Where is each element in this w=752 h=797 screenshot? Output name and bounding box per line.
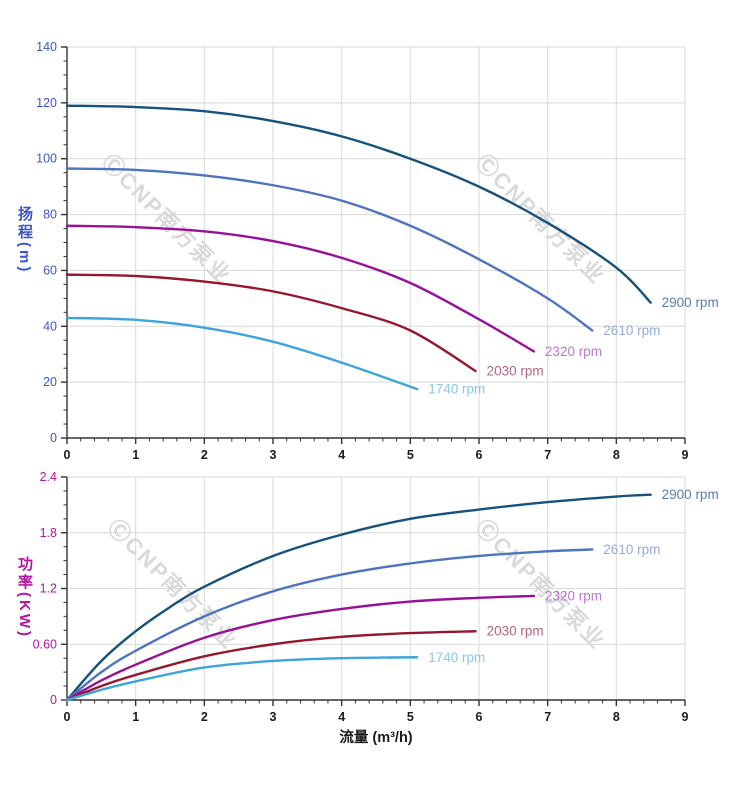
y-tick-label: 120 <box>36 96 57 110</box>
series-label-2900-rpm: 2900 rpm <box>662 487 719 502</box>
curve-1740-rpm <box>65 656 419 702</box>
head-flow-chart: 0 1 2 3 4 5 6 7 8 9 0 20 40 60 80 100 120 140 2900 rpm2610… <box>36 40 719 462</box>
y-tick-label: 80 <box>43 208 57 222</box>
x-tick-label: 9 <box>682 710 689 724</box>
curve-2900-rpm <box>65 104 652 304</box>
x-tick-label: 0 <box>64 710 71 724</box>
x-tick-label: 8 <box>613 448 620 462</box>
series-label-2610-rpm: 2610 rpm <box>603 323 660 338</box>
x-tick-label: 1 <box>132 448 139 462</box>
x-tick-label: 7 <box>544 448 551 462</box>
x-tick-label: 5 <box>407 710 414 724</box>
x-tick-label: 6 <box>476 448 483 462</box>
y-tick-label: 40 <box>43 319 57 333</box>
x-tick-label: 4 <box>338 710 345 724</box>
x-tick-label: 9 <box>682 448 689 462</box>
x-tick-label: 1 <box>132 710 139 724</box>
curve-1740-rpm <box>65 316 419 391</box>
y-tick-label: 1.8 <box>40 526 57 540</box>
series-label-2610-rpm: 2610 rpm <box>603 542 660 557</box>
series-label-1740-rpm: 1740 rpm <box>428 382 485 397</box>
series-label-2320-rpm: 2320 rpm <box>545 588 602 603</box>
x-tick-label: 5 <box>407 448 414 462</box>
flow-axis-title: 流量 (m³/h) <box>339 730 413 746</box>
y-tick-label: 20 <box>43 375 57 389</box>
curve-2610-rpm <box>65 167 594 332</box>
y-tick-label: 0 <box>50 693 57 707</box>
curve-2030-rpm <box>65 630 477 702</box>
x-tick-label: 3 <box>270 710 277 724</box>
y-tick-label: 60 <box>43 263 57 277</box>
x-tick-label: 4 <box>338 448 345 462</box>
curve-2610-rpm <box>65 548 594 702</box>
y-tick-label: 0 <box>50 431 57 445</box>
x-tick-label: 6 <box>476 710 483 724</box>
y-tick-label: 100 <box>36 152 57 166</box>
curve-2320-rpm <box>65 224 536 353</box>
curve-2030-rpm <box>65 273 477 373</box>
x-tick-label: 3 <box>270 448 277 462</box>
y-tick-label: 1.2 <box>40 582 57 596</box>
series-label-1740-rpm: 1740 rpm <box>428 650 485 665</box>
power-axis-title: 功率(KW) <box>16 556 33 639</box>
head-axis-title: 扬程(m) <box>16 206 33 275</box>
x-tick-label: 0 <box>64 448 71 462</box>
power-flow-chart: 0 1 2 3 4 5 6 7 8 9 0 0.60 1.2 1.8 2.4 2900 rpm 2610 rpm… <box>33 470 719 724</box>
series-label-2030-rpm: 2030 rpm <box>487 624 544 639</box>
y-tick-label: 0.60 <box>33 637 57 651</box>
x-tick-label: 2 <box>201 710 208 724</box>
y-tick-label: 2.4 <box>40 470 57 484</box>
series-label-2030-rpm: 2030 rpm <box>487 363 544 378</box>
y-tick-label: 140 <box>36 40 57 54</box>
series-label-2900-rpm: 2900 rpm <box>662 295 719 310</box>
x-tick-label: 8 <box>613 710 620 724</box>
x-tick-label: 7 <box>544 710 551 724</box>
series-label-2320-rpm: 2320 rpm <box>545 344 602 359</box>
curve-2900-rpm <box>65 493 652 702</box>
curve-2320-rpm <box>65 594 536 702</box>
x-tick-label: 2 <box>201 448 208 462</box>
